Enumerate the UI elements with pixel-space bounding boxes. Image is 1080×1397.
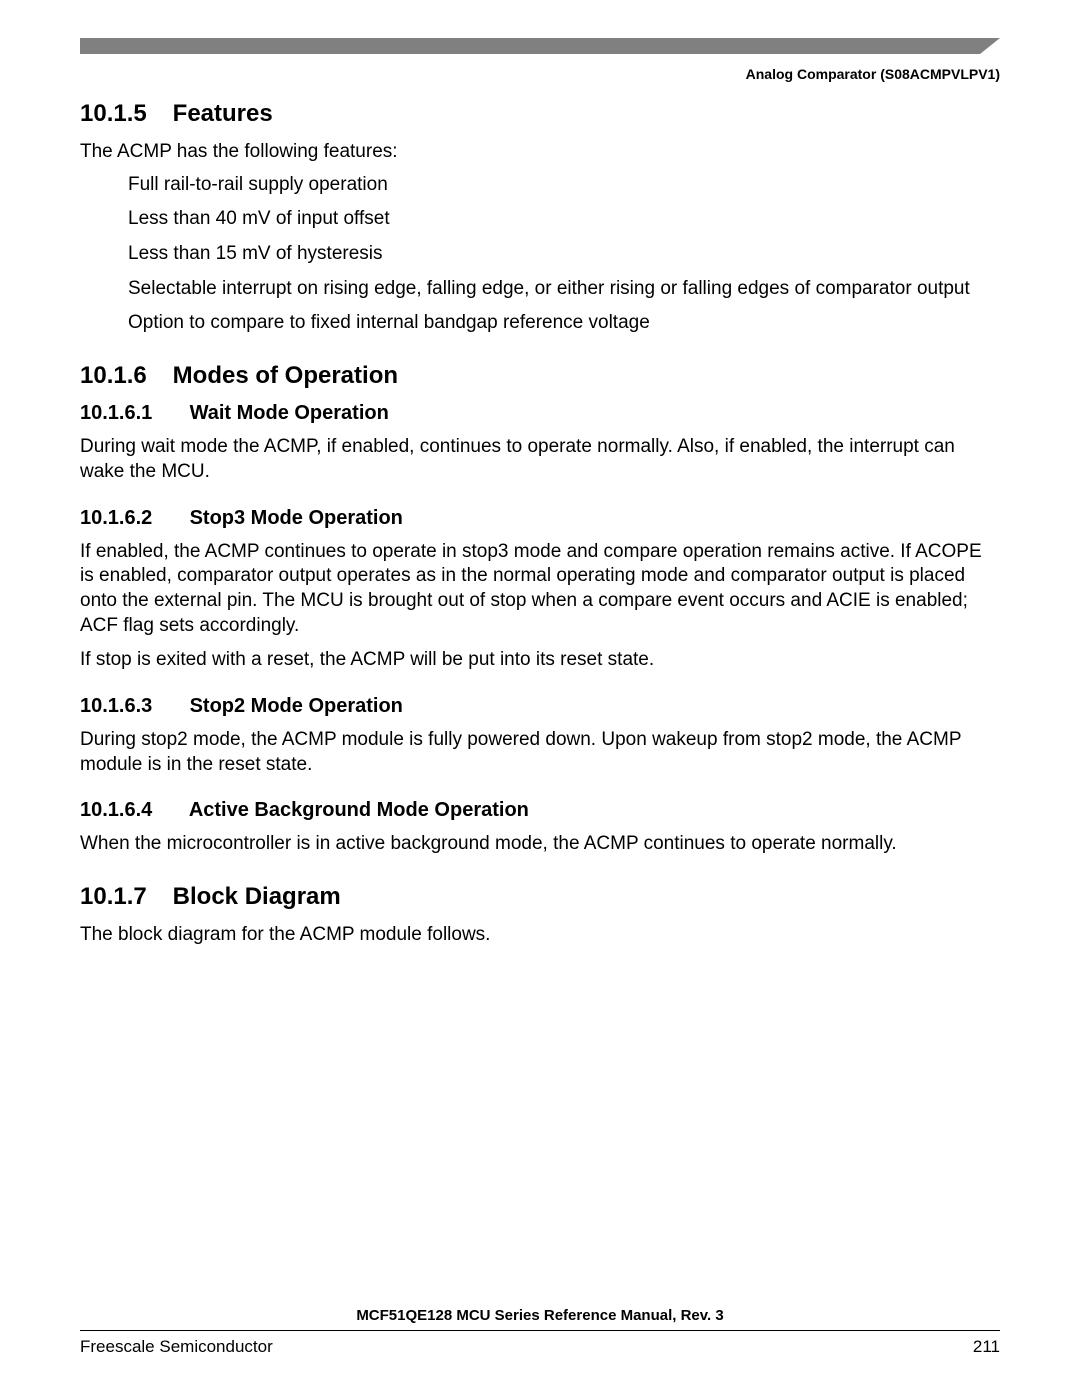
subsection-number: 10.1.6.1 xyxy=(80,402,184,425)
list-item: Selectable interrupt on rising edge, fal… xyxy=(128,277,1000,302)
section-title: Modes of Operation xyxy=(173,362,398,389)
chapter-header-label: Analog Comparator (S08ACMPVLPV1) xyxy=(80,66,1000,82)
section-heading-block-diagram: 10.1.7 Block Diagram xyxy=(80,883,1000,911)
stop3-body-1: If enabled, the ACMP continues to operat… xyxy=(80,540,1000,639)
subsection-title: Stop2 Mode Operation xyxy=(190,695,403,717)
footer-company: Freescale Semiconductor xyxy=(80,1337,273,1357)
list-item: Option to compare to fixed internal band… xyxy=(128,311,1000,336)
stop3-body-2: If stop is exited with a reset, the ACMP… xyxy=(80,648,1000,673)
section-number: 10.1.7 xyxy=(80,883,166,911)
header-divider-bar xyxy=(80,38,1000,54)
subsection-number: 10.1.6.3 xyxy=(80,695,184,718)
section-heading-features: 10.1.5 Features xyxy=(80,100,1000,128)
block-diagram-body: The block diagram for the ACMP module fo… xyxy=(80,923,1000,948)
footer-manual-title: MCF51QE128 MCU Series Reference Manual, … xyxy=(80,1307,1000,1324)
section-number: 10.1.5 xyxy=(80,100,166,128)
subsection-heading-stop2: 10.1.6.3 Stop2 Mode Operation xyxy=(80,695,1000,718)
subsection-heading-wait: 10.1.6.1 Wait Mode Operation xyxy=(80,402,1000,425)
list-item: Less than 40 mV of input offset xyxy=(128,207,1000,232)
stop2-body: During stop2 mode, the ACMP module is fu… xyxy=(80,728,1000,777)
subsection-heading-abm: 10.1.6.4 Active Background Mode Operatio… xyxy=(80,799,1000,822)
wait-body: During wait mode the ACMP, if enabled, c… xyxy=(80,435,1000,484)
section-title: Block Diagram xyxy=(173,883,341,910)
section-title: Features xyxy=(173,100,273,127)
subsection-title: Stop3 Mode Operation xyxy=(190,507,403,529)
subsection-heading-stop3: 10.1.6.2 Stop3 Mode Operation xyxy=(80,507,1000,530)
footer-page-number: 211 xyxy=(973,1337,1000,1357)
abm-body: When the microcontroller is in active ba… xyxy=(80,832,1000,857)
subsection-number: 10.1.6.2 xyxy=(80,507,184,530)
features-list: Full rail-to-rail supply operation Less … xyxy=(128,173,1000,336)
list-item: Less than 15 mV of hysteresis xyxy=(128,242,1000,267)
section-number: 10.1.6 xyxy=(80,362,166,390)
features-intro: The ACMP has the following features: xyxy=(80,140,1000,165)
subsection-title: Wait Mode Operation xyxy=(190,402,389,424)
list-item: Full rail-to-rail supply operation xyxy=(128,173,1000,198)
section-heading-modes: 10.1.6 Modes of Operation xyxy=(80,362,1000,390)
page-footer: MCF51QE128 MCU Series Reference Manual, … xyxy=(80,1307,1000,1357)
subsection-number: 10.1.6.4 xyxy=(80,799,184,822)
subsection-title: Active Background Mode Operation xyxy=(189,799,529,821)
footer-rule xyxy=(80,1330,1000,1331)
